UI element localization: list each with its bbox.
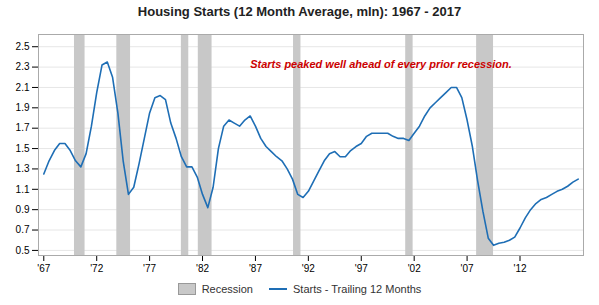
svg-text:1.5: 1.5: [16, 143, 30, 154]
svg-text:'97: '97: [355, 263, 368, 274]
svg-text:2.1: 2.1: [16, 82, 30, 93]
svg-text:'82: '82: [196, 263, 209, 274]
svg-text:1.7: 1.7: [16, 122, 30, 133]
svg-text:2.3: 2.3: [16, 61, 30, 72]
svg-text:'07: '07: [461, 263, 474, 274]
html-text:Recession: Recession: [201, 283, 253, 295]
svg-text:1.9: 1.9: [16, 102, 30, 113]
svg-text:1.3: 1.3: [16, 163, 30, 174]
svg-text:'72: '72: [90, 263, 103, 274]
html-text:Housing Starts (12 Month Avera: Housing Starts (12 Month Average, mln): …: [137, 4, 462, 19]
svg-text:2.5: 2.5: [16, 41, 30, 52]
svg-text:Starts peaked well ahead of ev: Starts peaked well ahead of every prior …: [250, 58, 512, 70]
svg-text:1.1: 1.1: [16, 184, 30, 195]
svg-text:'67: '67: [37, 263, 50, 274]
svg-text:0.7: 0.7: [16, 224, 30, 235]
svg-text:'92: '92: [302, 263, 315, 274]
svg-text:0.5: 0.5: [16, 245, 30, 256]
svg-text:0.9: 0.9: [16, 204, 30, 215]
svg-text:'87: '87: [249, 263, 262, 274]
html-text:Starts - Trailing 12 Months: Starts - Trailing 12 Months: [293, 283, 422, 295]
svg-text:'77: '77: [143, 263, 156, 274]
svg-text:'02: '02: [408, 263, 421, 274]
svg-text:'12: '12: [513, 263, 526, 274]
